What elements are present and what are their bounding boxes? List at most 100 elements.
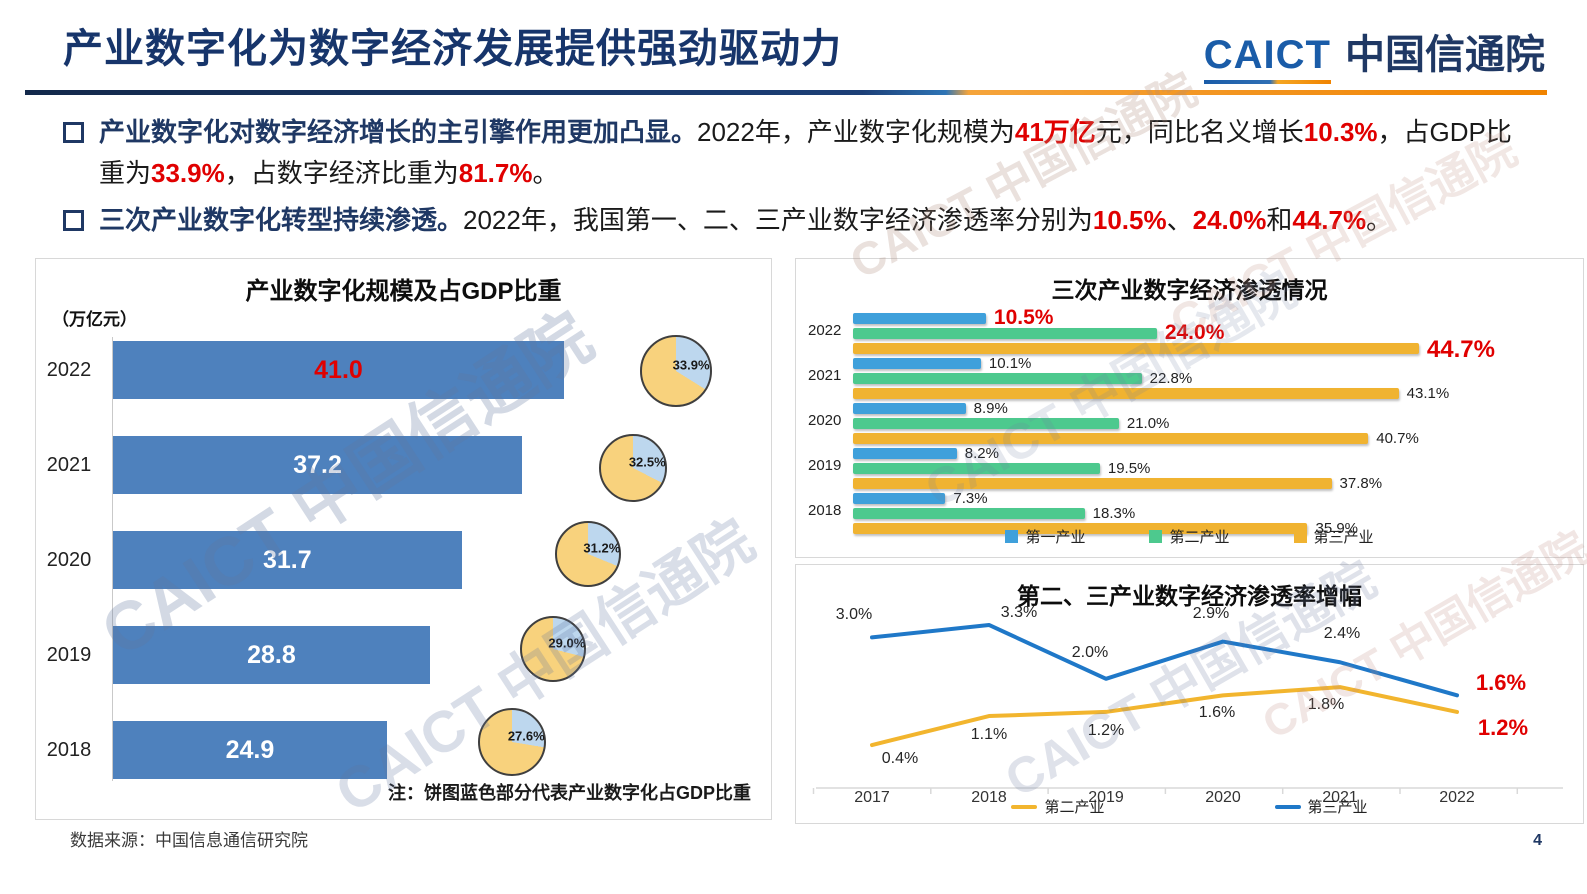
- chart2-bar-value: 43.1%: [1406, 385, 1450, 402]
- chart3-point-label: 2.4%: [1323, 625, 1361, 643]
- chart3-x-tick: 2020: [1205, 789, 1241, 806]
- highlight-stat: 24.0%: [1192, 205, 1267, 235]
- data-source: 数据来源：中国信息通信研究院: [70, 831, 308, 850]
- caict-logo-chinese: 中国信通院: [1345, 33, 1545, 77]
- chart2-bar-value: 7.3%: [953, 490, 988, 507]
- chart2-bar-value: 8.2%: [964, 445, 999, 462]
- chart1-bar: 24.9: [113, 721, 387, 779]
- legend-item-第三产业: 第三产业: [1274, 796, 1368, 817]
- legend-label: 第二产业: [1044, 799, 1105, 816]
- legend-item-第一产业: 第一产业: [1005, 526, 1085, 547]
- bullet-text: 2022年，产业数字化规模为: [697, 117, 1015, 147]
- bullet-text: 、: [1166, 205, 1193, 235]
- chart1-bar-value: 24.9: [225, 735, 275, 764]
- header-divider: [25, 90, 1547, 95]
- chart1-axis-line: [112, 337, 113, 781]
- chart3-point-label: 3.0%: [835, 606, 873, 624]
- chart3-point-label: 1.2%: [1087, 721, 1125, 739]
- chart1-note: 注：饼图蓝色部分代表产业数字化占GDP比重: [387, 783, 751, 803]
- bullet-text: 2022年，我国第一、二、三产业数字经济渗透率分别为: [463, 205, 1093, 235]
- highlight-stat: 41万亿: [1014, 117, 1096, 147]
- legend-swatch-icon: [1149, 530, 1163, 543]
- bullet-text: 。: [1366, 205, 1393, 235]
- bullet-lead-text: 产业数字化对数字经济增长的主引擎作用更加凸显。: [99, 117, 698, 147]
- chart2-group: 2022 10.5% 24.0% 44.7%: [796, 306, 1583, 363]
- legend-label: 第三产业: [1307, 799, 1368, 816]
- legend-line-icon: [1274, 804, 1301, 809]
- chart1-bar-value: 28.8: [247, 640, 296, 669]
- chart2-group: 2020 8.9% 21.0% 40.7%: [796, 400, 1583, 448]
- chart2-bar-第三产业: [853, 523, 1308, 534]
- bullet-square-icon: [63, 210, 84, 231]
- bullet-text: 元，同比名义增长: [1095, 117, 1304, 147]
- legend-label: 第二产业: [1169, 529, 1230, 546]
- chart2-year-label: 2020: [808, 412, 842, 429]
- chart3-point-label: 1.1%: [970, 726, 1008, 744]
- bullet-lead-text: 三次产业数字化转型持续渗透。: [99, 205, 464, 235]
- chart2-bar-value: 21.0%: [1126, 415, 1170, 432]
- chart1-pie-value: 27.6%: [507, 728, 545, 744]
- bullet-item-1: 产业数字化对数字经济增长的主引擎作用更加凸显。2022年，产业数字化规模为41万…: [63, 112, 1533, 194]
- legend-item-第二产业: 第二产业: [1011, 796, 1105, 817]
- bullet-square-icon: [63, 122, 84, 143]
- chart1-year-label: 2018: [46, 739, 92, 761]
- chart1-bar: 41.0: [113, 341, 564, 399]
- chart2-bar-第三产业: [853, 433, 1369, 444]
- highlight-stat: 81.7%: [458, 158, 533, 188]
- chart1-pie-value: 31.2%: [583, 540, 621, 556]
- chart1-bar: 31.7: [113, 531, 462, 589]
- chart1-bar: 28.8: [113, 626, 430, 684]
- chart1-bars: 2022 41.0 2021 37.2 2020 31.7 2019 28.8 2018 24.9: [36, 341, 771, 816]
- chart3-point-label: 1.6%: [1475, 670, 1527, 696]
- chart1-title: 产业数字化规模及占GDP比重: [245, 278, 562, 305]
- chart3-x-tick: 2017: [854, 789, 890, 806]
- chart2-bar-第一产业: [853, 403, 966, 414]
- chart3-point-label: 3.3%: [1000, 603, 1038, 621]
- chart2-bar-value: 22.8%: [1149, 370, 1193, 387]
- chart1-pie-value: 29.0%: [548, 635, 586, 651]
- chart2-year-label: 2019: [808, 457, 842, 474]
- highlight-stat: 10.3%: [1303, 117, 1378, 147]
- chart2-group: 2019 8.2% 19.5% 37.8%: [796, 445, 1583, 493]
- chart2-bar-value: 44.7%: [1426, 336, 1495, 363]
- bullet-text: 和: [1266, 205, 1293, 235]
- chart1-row: 2021 37.2: [36, 436, 771, 531]
- bullet-item-2: 三次产业数字化转型持续渗透。2022年，我国第一、二、三产业数字经济渗透率分别为…: [63, 200, 1533, 241]
- chart2-bar-value: 18.3%: [1092, 505, 1136, 522]
- chart2-bar-第二产业: [853, 463, 1100, 474]
- chart-panel-penetration-by-industry: 三次产业数字经济渗透情况 2022 10.5% 24.0% 44.7% 2021 10.1…: [795, 258, 1584, 558]
- bullet-text: ，占数字经济比重为: [224, 158, 459, 188]
- chart1-year-label: 2022: [46, 359, 92, 381]
- bullet-text: ，占GDP比重为: [99, 117, 1512, 188]
- chart3-point-label: 1.6%: [1198, 704, 1236, 722]
- highlight-stat: 44.7%: [1292, 205, 1367, 235]
- chart1-pie: [640, 335, 712, 407]
- chart1-pie-value: 32.5%: [628, 454, 666, 470]
- chart2-bar-第三产业: [853, 343, 1419, 354]
- chart1-year-label: 2019: [46, 644, 92, 666]
- chart1-row: 2020 31.7: [36, 531, 771, 626]
- page-number: 4: [1533, 832, 1542, 849]
- chart2-bar-第一产业: [853, 358, 981, 369]
- chart2-bar-第一产业: [853, 448, 957, 459]
- chart3-line-第三产业: [870, 622, 1459, 698]
- chart1-pie-value: 33.9%: [672, 357, 710, 373]
- highlight-stat: 33.9%: [151, 158, 225, 188]
- chart2-bar-value: 24.0%: [1164, 321, 1225, 344]
- chart2-bar-第二产业: [853, 418, 1119, 429]
- summary-bullets: 产业数字化对数字经济增长的主引擎作用更加凸显。2022年，产业数字化规模为41万…: [63, 112, 1533, 247]
- chart1-bar-value: 37.2: [293, 450, 342, 479]
- chart1-pie: [555, 521, 621, 587]
- chart-panel-penetration-growth: 第二、三产业数字经济渗透率增幅 0.4% 1.1% 1.2% 1.6% 1.8% 1.2%…: [795, 564, 1584, 824]
- chart1-pie: [478, 708, 546, 776]
- chart2-bar-value: 35.9%: [1315, 520, 1359, 537]
- chart3-point-label: 1.8%: [1307, 696, 1345, 714]
- chart3-x-tick: 2018: [971, 789, 1007, 806]
- chart2-bar-value: 8.9%: [973, 400, 1008, 417]
- chart2-legend: 第一产业 第二产业 第三产业: [796, 526, 1583, 547]
- chart2-bar-第三产业: [853, 388, 1399, 399]
- chart1-bar: 37.2: [113, 436, 523, 494]
- chart2-bar-第一产业: [853, 313, 986, 324]
- bullet-text: 。: [532, 158, 559, 188]
